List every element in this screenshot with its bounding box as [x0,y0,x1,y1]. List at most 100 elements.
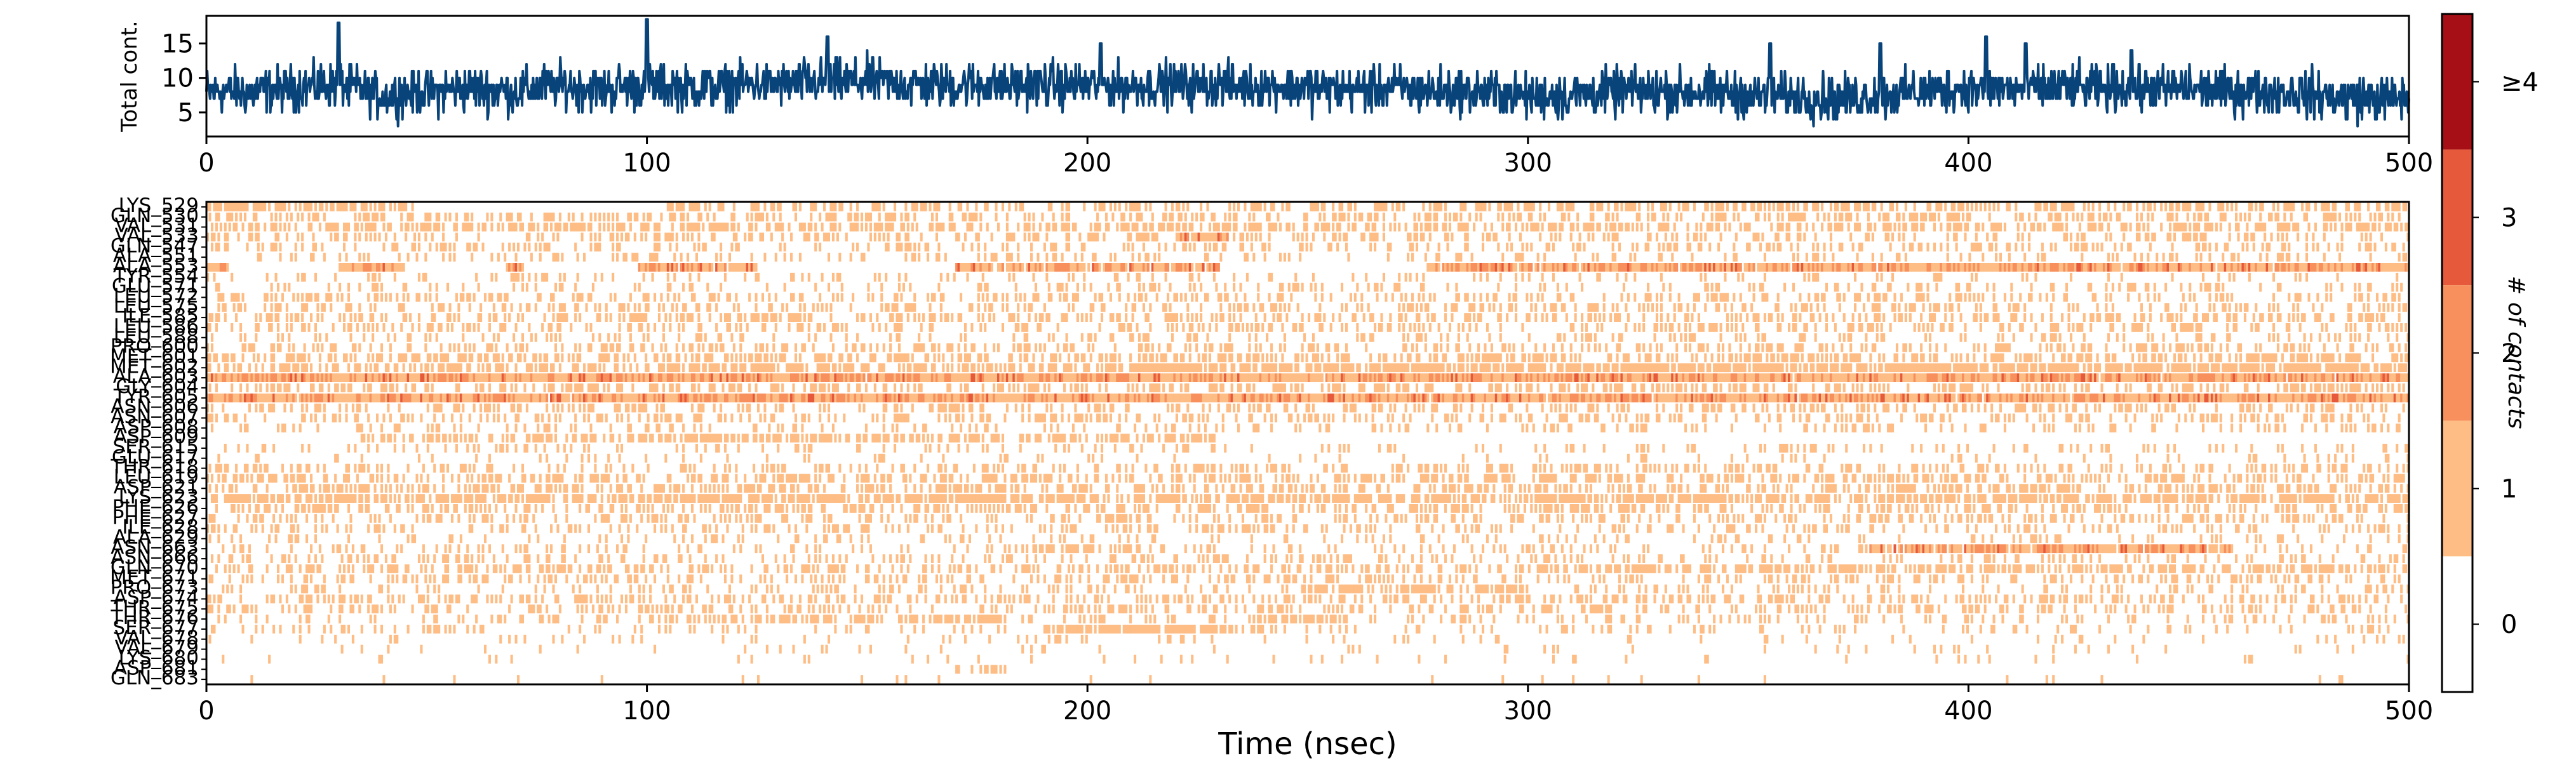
heatmap-cell [1700,323,1703,332]
heatmap-cell [321,203,324,211]
heatmap-cell [695,253,698,262]
heatmap-cell [457,353,460,363]
heatmap-cell [2189,232,2192,242]
heatmap-cell [730,212,734,222]
heatmap-cell [616,253,619,262]
heatmap-cell [1457,333,1460,342]
heatmap-cell [1468,323,1472,332]
heatmap-cell [1607,232,1610,242]
heatmap-cell [640,232,643,242]
heatmap-cell [1640,263,1643,272]
heatmap-cell [1303,212,1306,222]
heatmap-cell [558,323,561,332]
heatmap-cell [2180,263,2183,272]
heatmap-cell [1202,232,1205,242]
heatmap-cell [580,222,584,232]
heatmap-cell [417,232,420,242]
heatmap-cell [1741,272,1745,282]
heatmap-cell [1023,293,1026,302]
heatmap-cell [349,333,352,342]
top-x-tick-label: 100 [622,149,671,178]
heatmap-cell [345,263,348,272]
heatmap-cell [1536,222,1540,232]
heatmap-cell [285,313,288,322]
heatmap-cell [1814,232,1817,242]
heatmap-cell [1700,263,1703,272]
heatmap-cell [2096,243,2099,252]
heatmap-cell [563,222,566,232]
heatmap-cell [2288,323,2291,332]
heatmap-cell [2063,343,2066,352]
heatmap-cell [1137,263,1141,272]
heatmap-cell [222,303,225,312]
heatmap-cell [1889,263,1892,272]
heatmap-cell [501,222,504,232]
heatmap-cell [1801,333,1804,342]
heatmap-cell [580,232,584,242]
heatmap-cell [878,232,881,242]
heatmap-cell [1094,222,1097,232]
heatmap-cell [2197,333,2201,342]
heatmap-cell [2171,243,2174,252]
heatmap-cell [2078,323,2081,332]
heatmap-cell [1071,222,1075,232]
heatmap-cell [1047,283,1050,292]
heatmap-cell [1499,263,1502,272]
heatmap-cell [669,313,672,322]
heatmap-cell [744,313,747,322]
heatmap-cell [702,243,705,252]
heatmap-cell [1362,333,1365,342]
heatmap-cell [2098,203,2102,211]
heatmap-cell [2147,212,2150,222]
heatmap-cell [1543,303,1546,312]
heatmap-cell [1376,212,1379,222]
heatmap-cell [1823,212,1826,222]
heatmap-cell [2162,263,2165,272]
heatmap-cell [380,353,384,363]
heatmap-cell [831,293,835,302]
heatmap-cell [1781,203,1784,211]
heatmap-cell [1717,263,1721,272]
heatmap-cell [2235,313,2238,322]
heatmap-cell [915,222,918,232]
heatmap-cell [1737,272,1740,282]
heatmap-cell [1111,212,1115,222]
heatmap-cell [464,343,467,352]
heatmap-cell [1576,243,1580,252]
heatmap-cell [687,212,690,222]
heatmap-cell [1578,272,1581,282]
heatmap-cell [1814,272,1817,282]
heatmap-cell [1144,343,1148,352]
heatmap-cell [2298,343,2302,352]
heatmap-cell [2356,203,2359,211]
heatmap-cell [1131,333,1134,342]
heatmap-cell [558,333,561,342]
heatmap-cell [1635,263,1639,272]
heatmap-cell [772,212,775,222]
heatmap-cell [1451,232,1454,242]
heatmap-cell [2222,303,2225,312]
heatmap-cell [1186,333,1190,342]
heatmap-cell [1581,333,1584,342]
heatmap-cell [664,232,667,242]
heatmap-cell [519,343,522,352]
heatmap-cell [838,203,842,211]
heatmap-cell [1801,263,1804,272]
heatmap-cell [2120,222,2123,232]
heatmap-cell [2331,203,2335,211]
heatmap-cell [1217,222,1220,232]
heatmap-cell [2228,232,2231,242]
heatmap-cell [1768,212,1771,222]
heatmap-cell [1999,323,2002,332]
heatmap-cell [521,222,524,232]
heatmap-cell [1038,323,1042,332]
heatmap-cell [1592,222,1595,232]
heatmap-cell [929,323,932,332]
heatmap-cell [448,212,452,222]
heatmap-cell [589,243,593,252]
heatmap-cell [1750,203,1754,211]
heatmap-cell [2056,212,2060,222]
heatmap-cell [1109,263,1112,272]
heatmap-cell [1865,313,1868,322]
heatmap-cell [721,343,725,352]
